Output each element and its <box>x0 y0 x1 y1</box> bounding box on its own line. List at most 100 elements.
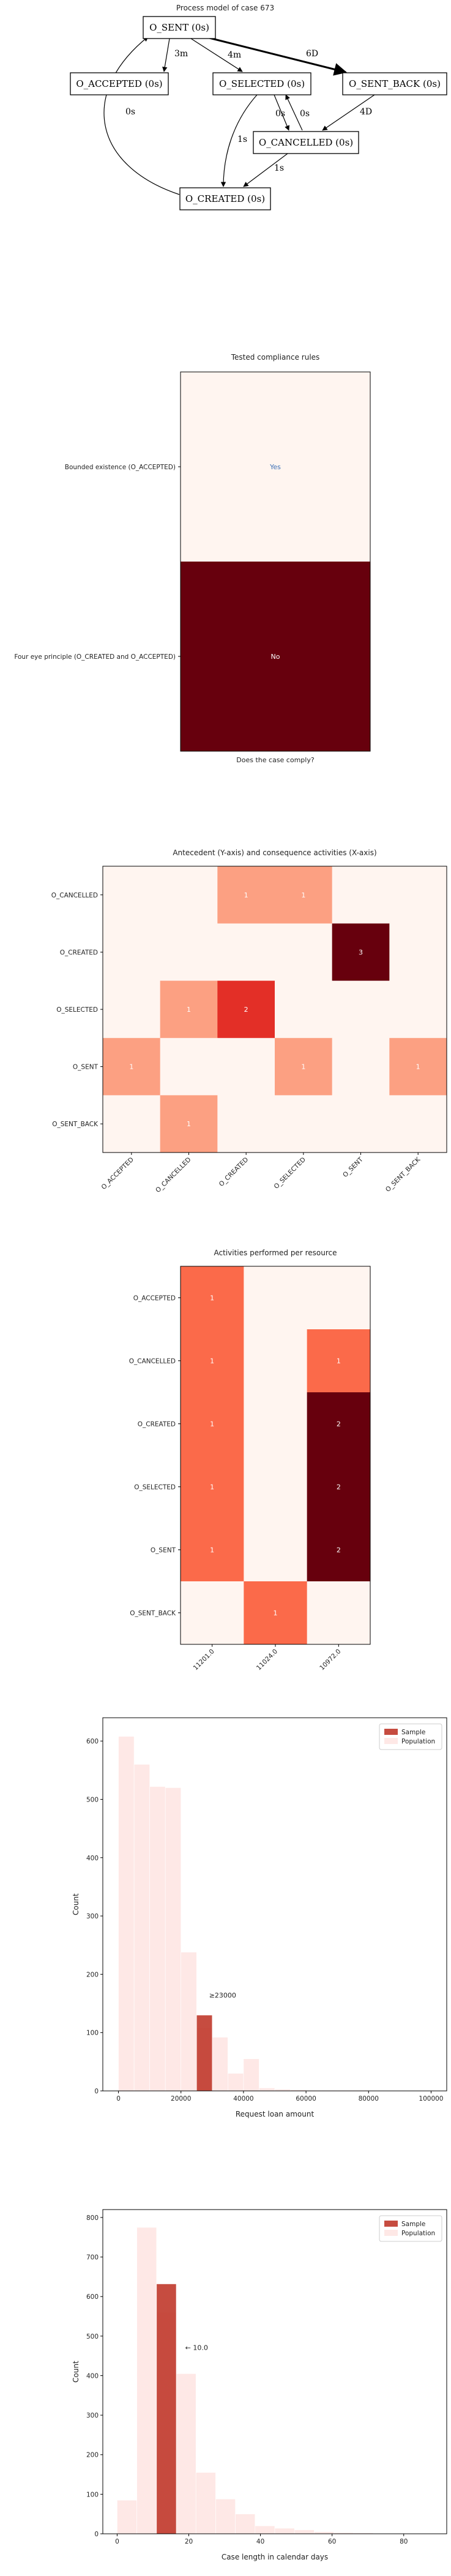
loan-histogram-ytick-label-100: 100 <box>86 2030 99 2037</box>
resource-heatmap-cell-o-sent-back-10972-0 <box>307 1581 371 1645</box>
loan-histogram-legend-label-population: Population <box>401 1738 435 1745</box>
resource-heatmap-value-o-cancelled-11201-0: 1 <box>210 1357 214 1365</box>
edge-sent-to-accepted-label: 3m <box>174 49 188 59</box>
antecedent-heatmap-row-label-o-selected: O_SELECTED <box>56 1006 98 1014</box>
antecedent-heatmap-cell-o-created-o-created <box>217 923 275 981</box>
antecedent-heatmap-cell-o-created-o-sent-back <box>389 923 447 981</box>
resource-heatmap-value-o-accepted-11201-0: 1 <box>210 1294 214 1302</box>
antecedent-heatmap-cell-o-selected-o-cancelled <box>160 981 218 1039</box>
antecedent-heatmap-cell-o-sent-back-o-created <box>217 1095 275 1153</box>
loan-histogram-xtick-label-80000: 80000 <box>359 2095 379 2103</box>
resource-heatmap-row-label-o-selected: O_SELECTED <box>134 1484 176 1491</box>
antecedent-heatmap-cell-o-sent-o-sent-back <box>389 1037 447 1096</box>
resource-heatmap-frame <box>180 1266 371 1645</box>
edge-selected-to-created <box>220 94 258 187</box>
antecedent-heatmap-cell-o-sent-o-sent <box>332 1037 390 1096</box>
compliance-rule-label-1: Bounded existence (O_ACCEPTED) <box>65 464 176 471</box>
antecedent-heatmap-cell-o-cancelled-o-cancelled <box>160 866 218 924</box>
loan-histogram-bar-population-0 <box>118 1736 135 2092</box>
compliance-answer-2: No <box>271 653 280 661</box>
resource-heatmap-cell-o-created-10972-0 <box>307 1392 371 1456</box>
loan-histogram-xtick-label-40000: 40000 <box>233 2095 253 2103</box>
antecedent-heatmap-row-label-o-sent: O_SENT <box>73 1064 99 1071</box>
antecedent-heatmap-frame <box>102 866 447 1153</box>
caselength-histogram-xtick-label-40: 40 <box>256 2538 264 2545</box>
antecedent-heatmap-row-label-o-cancelled: O_CANCELLED <box>51 892 98 899</box>
caselength-histogram-legend-label-sample: Sample <box>401 2221 425 2228</box>
antecedent-heatmap-col-label-o-sent: O_SENT <box>341 1156 365 1179</box>
antecedent-heatmap-cell-o-selected-o-created <box>217 981 275 1039</box>
antecedent-heatmap-cell-o-sent-back-o-selected <box>275 1095 333 1153</box>
antecedent-heatmap-value-o-cancelled-o-created: 1 <box>244 891 248 899</box>
antecedent-heatmap-value-o-selected-o-created: 2 <box>244 1006 248 1014</box>
process-model-title: Process model of case 673 <box>176 4 274 12</box>
loan-histogram-bar-population-40000 <box>243 2058 259 2092</box>
compliance-frame <box>180 371 371 752</box>
loan-histogram-xtick-label-60000: 60000 <box>296 2095 316 2103</box>
caselength-histogram-bar-population-27-5 <box>215 2498 236 2534</box>
antecedent-heatmap-row-label-o-created: O_CREATED <box>60 949 98 956</box>
edge-selected-to-created-label: 1s <box>237 135 247 144</box>
resource-heatmap-title: Activities performed per resource <box>214 1249 337 1257</box>
resource-heatmap-cell-o-sent-11201-0 <box>181 1518 244 1582</box>
loan-histogram-frame <box>102 1717 447 2092</box>
resource-heatmap-cell-o-sent-10972-0 <box>307 1518 371 1582</box>
caselength-histogram-ytick-label-0: 0 <box>94 2531 99 2538</box>
caselength-histogram-xtick-label-60: 60 <box>328 2538 336 2545</box>
resource-heatmap-value-o-created-11201-0: 1 <box>210 1420 214 1428</box>
antecedent-heatmap-cell-o-sent-o-selected <box>275 1037 333 1096</box>
edge-selected-to-cancelled <box>274 94 289 131</box>
resource-heatmap-value-o-selected-11201-0: 1 <box>210 1483 214 1491</box>
antecedent-heatmap-cell-o-sent-back-o-sent <box>332 1095 390 1153</box>
caselength-histogram-legend <box>379 2215 442 2242</box>
loan-histogram-bar-population-10000 <box>149 1786 166 2092</box>
antecedent-heatmap-cell-o-cancelled-o-created <box>217 866 275 924</box>
resource-heatmap-cell-o-cancelled-11201-0 <box>181 1329 244 1393</box>
caselength-histogram-bar-population-44 <box>274 2528 295 2534</box>
compliance-rules-chart: Tested compliance rules Yes Bounded existe… <box>14 353 371 764</box>
node-sent-label: O_SENT (0s) <box>149 22 209 33</box>
node-created <box>179 187 271 210</box>
loan-histogram-bar-population-45000 <box>259 2087 275 2092</box>
caselength-histogram-bar-population-33 <box>235 2514 256 2534</box>
antecedent-heatmap-cell-o-cancelled-o-sent-back <box>389 866 447 924</box>
antecedent-heatmap-cell-o-sent-back-o-accepted <box>103 1095 161 1153</box>
loan-histogram-legend-swatch-population <box>384 1738 398 1744</box>
antecedent-heatmap-cell-o-sent-o-created <box>217 1037 275 1096</box>
antecedent-heatmap-cell-o-selected-o-sent <box>332 981 390 1039</box>
edge-cancelled-to-selected <box>285 94 303 131</box>
antecedent-heatmap-cell-o-created-o-sent <box>332 923 390 981</box>
caselength-histogram-ytick-label-700: 700 <box>86 2254 99 2262</box>
edge-sent-to-selected-label: 4m <box>228 50 241 60</box>
resource-heatmap-cell-o-selected-11024-0 <box>244 1455 308 1519</box>
loan-histogram-xlabel: Request loan amount <box>236 2110 315 2118</box>
node-sent_back <box>342 72 447 95</box>
process-model-graph: Process model of case 673 3m 4m 6D 0s 0s 4D 1s 1… <box>70 4 447 210</box>
resource-heatmap-row-label-o-cancelled: O_CANCELLED <box>129 1358 176 1365</box>
caselength-histogram-ytick-label-100: 100 <box>86 2491 99 2498</box>
node-sent <box>143 16 216 39</box>
node-selected <box>212 72 311 95</box>
edge-created-to-sent <box>103 36 180 195</box>
loan-histogram-bar-population-15000 <box>165 1787 182 2092</box>
loan-histogram-ylabel: Count <box>72 1893 80 1915</box>
edge-created-to-sent-label: 0s <box>125 107 135 117</box>
compliance-rule-label-2: Four eye principle (O_CREATED and O_ACCE… <box>14 653 176 661</box>
loan-histogram-bar-population-20000 <box>181 1951 197 2092</box>
antecedent-heatmap-value-o-sent-back-o-cancelled: 1 <box>187 1120 191 1128</box>
compliance-cell-2 <box>181 562 370 751</box>
resource-heatmap-cell-o-accepted-10972-0 <box>307 1266 371 1330</box>
antecedent-heatmap-value-o-selected-o-cancelled: 1 <box>187 1006 191 1014</box>
antecedent-heatmap-cell-o-selected-o-selected <box>275 981 333 1039</box>
resource-heatmap-cell-o-cancelled-10972-0 <box>307 1329 371 1393</box>
caselength-histogram-frame <box>102 2209 447 2534</box>
loan-histogram-bar-population-5000 <box>133 1764 150 2092</box>
loan-histogram-legend <box>379 1723 442 1750</box>
resource-heatmap-value-o-sent-10972-0: 2 <box>337 1546 341 1554</box>
loan-histogram-bar-population-30000 <box>212 2037 228 2092</box>
antecedent-heatmap-cell-o-cancelled-o-sent <box>332 866 390 924</box>
antecedent-heatmap-row-label-o-sent-back: O_SENT_BACK <box>52 1121 99 1128</box>
resource-heatmap-row-label-o-sent-back: O_SENT_BACK <box>130 1610 176 1617</box>
antecedent-heatmap-cell-o-sent-o-accepted <box>103 1037 161 1096</box>
